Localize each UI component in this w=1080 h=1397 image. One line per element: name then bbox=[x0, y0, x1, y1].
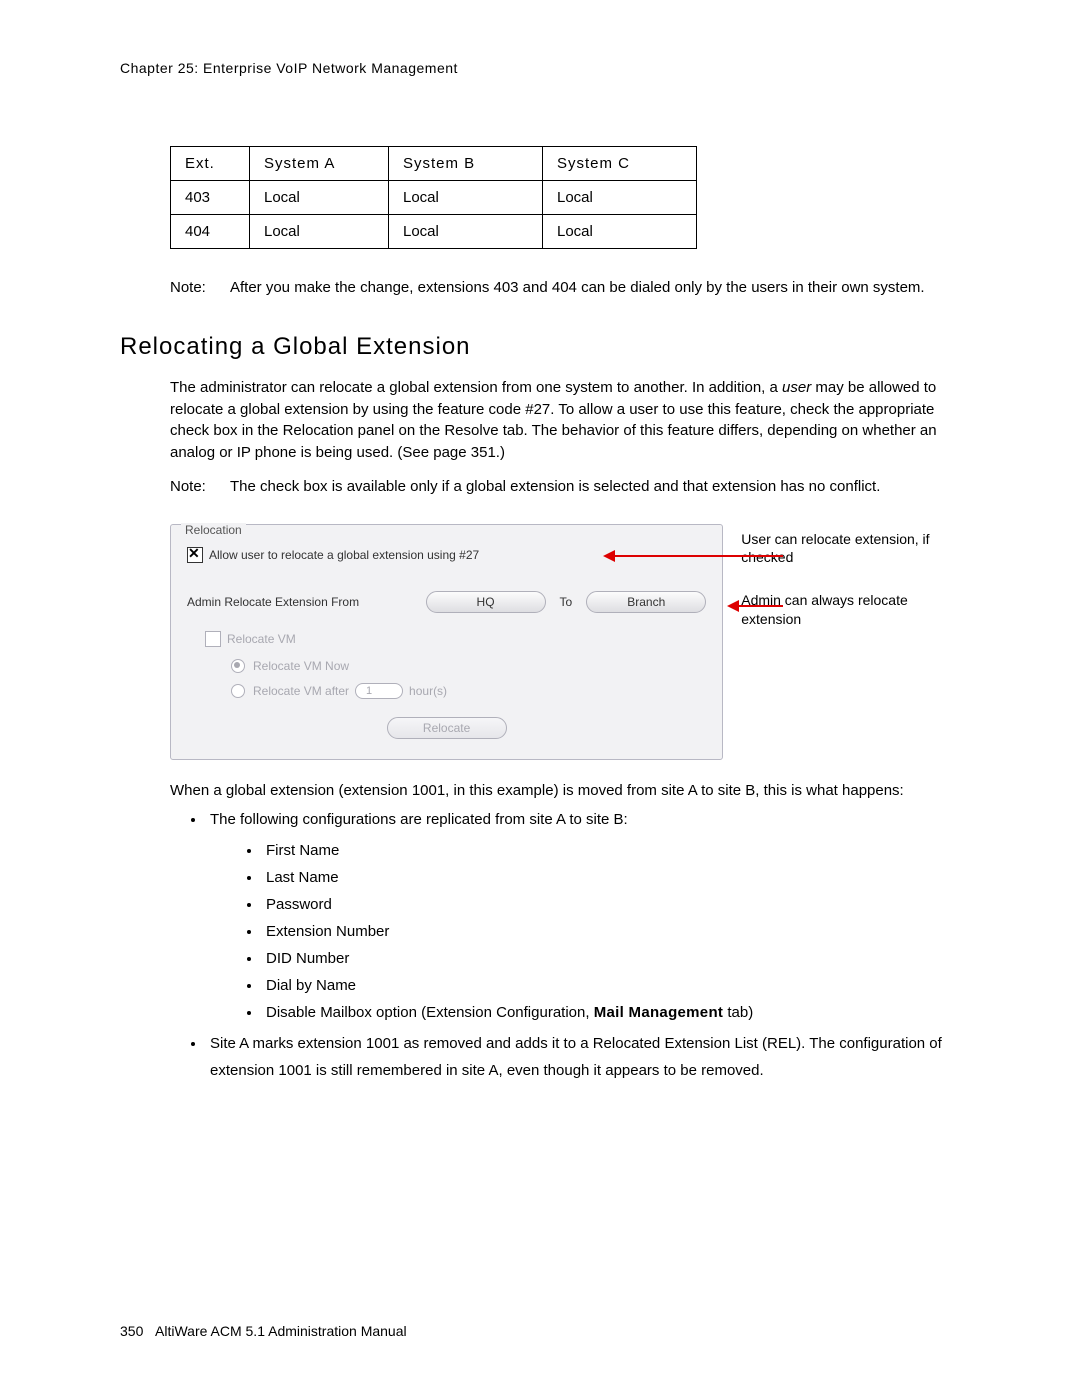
callout-user: User can relocate extension, if checked bbox=[741, 530, 960, 568]
callout-admin: Admin can always relocate extension bbox=[741, 591, 960, 629]
from-dropdown[interactable]: HQ bbox=[426, 591, 546, 613]
text-emphasis: user bbox=[782, 379, 811, 396]
list-item: Password bbox=[262, 891, 960, 918]
table-row: 404 Local Local Local bbox=[171, 215, 697, 249]
to-label: To bbox=[560, 595, 573, 609]
list-item: DID Number bbox=[262, 945, 960, 972]
list-item: Dial by Name bbox=[262, 972, 960, 999]
hours-spinner[interactable]: 1 bbox=[355, 683, 403, 699]
th-ext: Ext. bbox=[171, 147, 250, 181]
note-block: Note: The check box is available only if… bbox=[170, 476, 960, 498]
relocate-now-radio-row[interactable]: Relocate VM Now bbox=[231, 659, 706, 673]
text: The administrator can relocate a global … bbox=[170, 379, 782, 396]
arrow-icon bbox=[735, 605, 783, 607]
note-block: Note: After you make the change, extensi… bbox=[170, 277, 960, 299]
list-item: Extension Number bbox=[262, 918, 960, 945]
radio-label: Relocate VM Now bbox=[253, 659, 349, 673]
note-label: Note: bbox=[170, 476, 230, 498]
text: The following configurations are replica… bbox=[210, 811, 628, 828]
document-page: Chapter 25: Enterprise VoIP Network Mana… bbox=[0, 0, 1080, 1397]
row-label: Admin Relocate Extension From bbox=[187, 595, 359, 609]
relocate-vm-checkbox-row[interactable]: Relocate VM bbox=[205, 631, 706, 647]
sub-bullet-list: First Name Last Name Password Extension … bbox=[244, 837, 960, 1026]
paragraph: When a global extension (extension 1001,… bbox=[170, 780, 960, 803]
relocation-figure: Relocation Allow user to relocate a glob… bbox=[170, 524, 960, 760]
page-footer: 350 AltiWare ACM 5.1 Administration Manu… bbox=[120, 1323, 407, 1339]
list-item: First Name bbox=[262, 837, 960, 864]
cell: 404 bbox=[171, 215, 250, 249]
cell: Local bbox=[250, 215, 389, 249]
checkbox-icon[interactable] bbox=[205, 631, 221, 647]
text: Disable Mailbox option (Extension Config… bbox=[266, 1004, 594, 1021]
th-sysB: System B bbox=[389, 147, 543, 181]
cell: Local bbox=[250, 181, 389, 215]
relocate-vm-label: Relocate VM bbox=[227, 632, 296, 646]
section-heading: Relocating a Global Extension bbox=[120, 333, 960, 361]
list-item: Site A marks extension 1001 as removed a… bbox=[206, 1030, 960, 1084]
cell: Local bbox=[543, 181, 697, 215]
th-sysC: System C bbox=[543, 147, 697, 181]
relocate-after-radio-row[interactable]: Relocate VM after 1 hour(s) bbox=[231, 683, 706, 699]
note-body: The check box is available only if a glo… bbox=[230, 476, 960, 498]
radio-label: Relocate VM after bbox=[253, 684, 349, 698]
cell: Local bbox=[543, 215, 697, 249]
relocate-button[interactable]: Relocate bbox=[387, 717, 507, 739]
note-label: Note: bbox=[170, 277, 230, 299]
list-item: Last Name bbox=[262, 864, 960, 891]
list-item: Disable Mailbox option (Extension Config… bbox=[262, 999, 960, 1026]
radio-icon[interactable] bbox=[231, 684, 245, 698]
cell: Local bbox=[389, 215, 543, 249]
panel-title: Relocation bbox=[181, 523, 246, 537]
list-item: The following configurations are replica… bbox=[206, 806, 960, 1026]
chapter-header: Chapter 25: Enterprise VoIP Network Mana… bbox=[120, 60, 960, 76]
callouts: User can relocate extension, if checked … bbox=[741, 524, 960, 760]
bullet-list: The following configurations are replica… bbox=[188, 806, 960, 1084]
note-body: After you make the change, extensions 40… bbox=[230, 277, 960, 299]
cell: Local bbox=[389, 181, 543, 215]
radio-icon[interactable] bbox=[231, 659, 245, 673]
relocation-panel: Relocation Allow user to relocate a glob… bbox=[170, 524, 723, 760]
admin-relocate-row: Admin Relocate Extension From HQ To Bran… bbox=[187, 591, 706, 613]
page-number: 350 bbox=[120, 1323, 143, 1339]
text: tab) bbox=[723, 1004, 753, 1021]
checkbox-label: Allow user to relocate a global extensio… bbox=[209, 548, 479, 562]
th-sysA: System A bbox=[250, 147, 389, 181]
checkbox-icon[interactable] bbox=[187, 547, 203, 563]
cell: 403 bbox=[171, 181, 250, 215]
extension-table: Ext. System A System B System C 403 Loca… bbox=[170, 146, 697, 249]
table-row: 403 Local Local Local bbox=[171, 181, 697, 215]
arrow-icon bbox=[611, 555, 783, 557]
footer-text: AltiWare ACM 5.1 Administration Manual bbox=[155, 1323, 407, 1339]
paragraph: The administrator can relocate a global … bbox=[170, 377, 960, 464]
text-bold: Mail Management bbox=[594, 1004, 724, 1021]
to-dropdown[interactable]: Branch bbox=[586, 591, 706, 613]
relocate-button-row: Relocate bbox=[187, 717, 706, 739]
hours-unit: hour(s) bbox=[409, 684, 447, 698]
